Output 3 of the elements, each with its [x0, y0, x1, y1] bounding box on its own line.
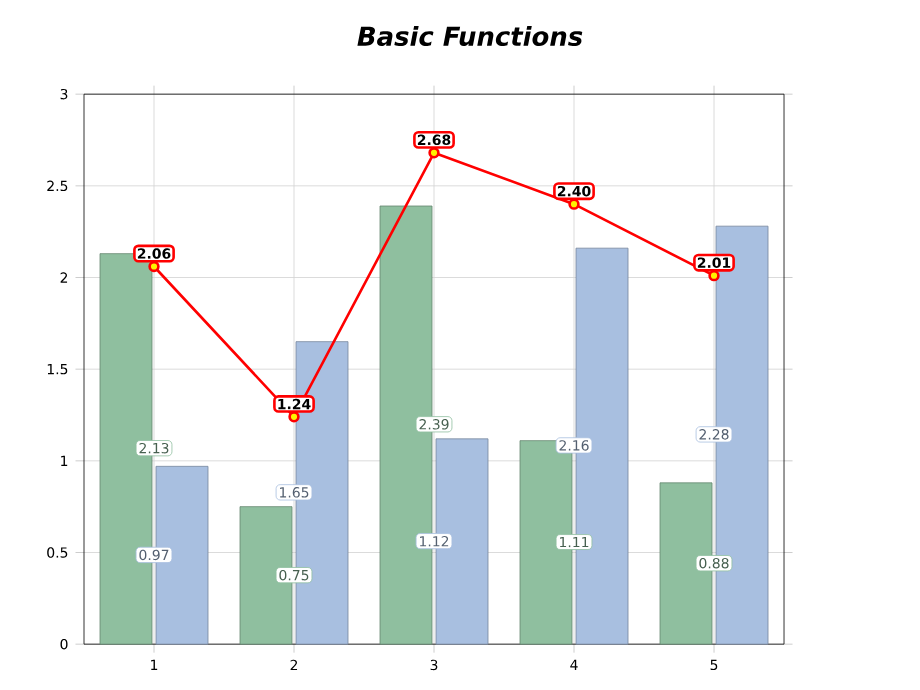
chart-title: Basic Functions	[357, 25, 583, 47]
point	[428, 147, 440, 159]
point	[288, 411, 300, 423]
